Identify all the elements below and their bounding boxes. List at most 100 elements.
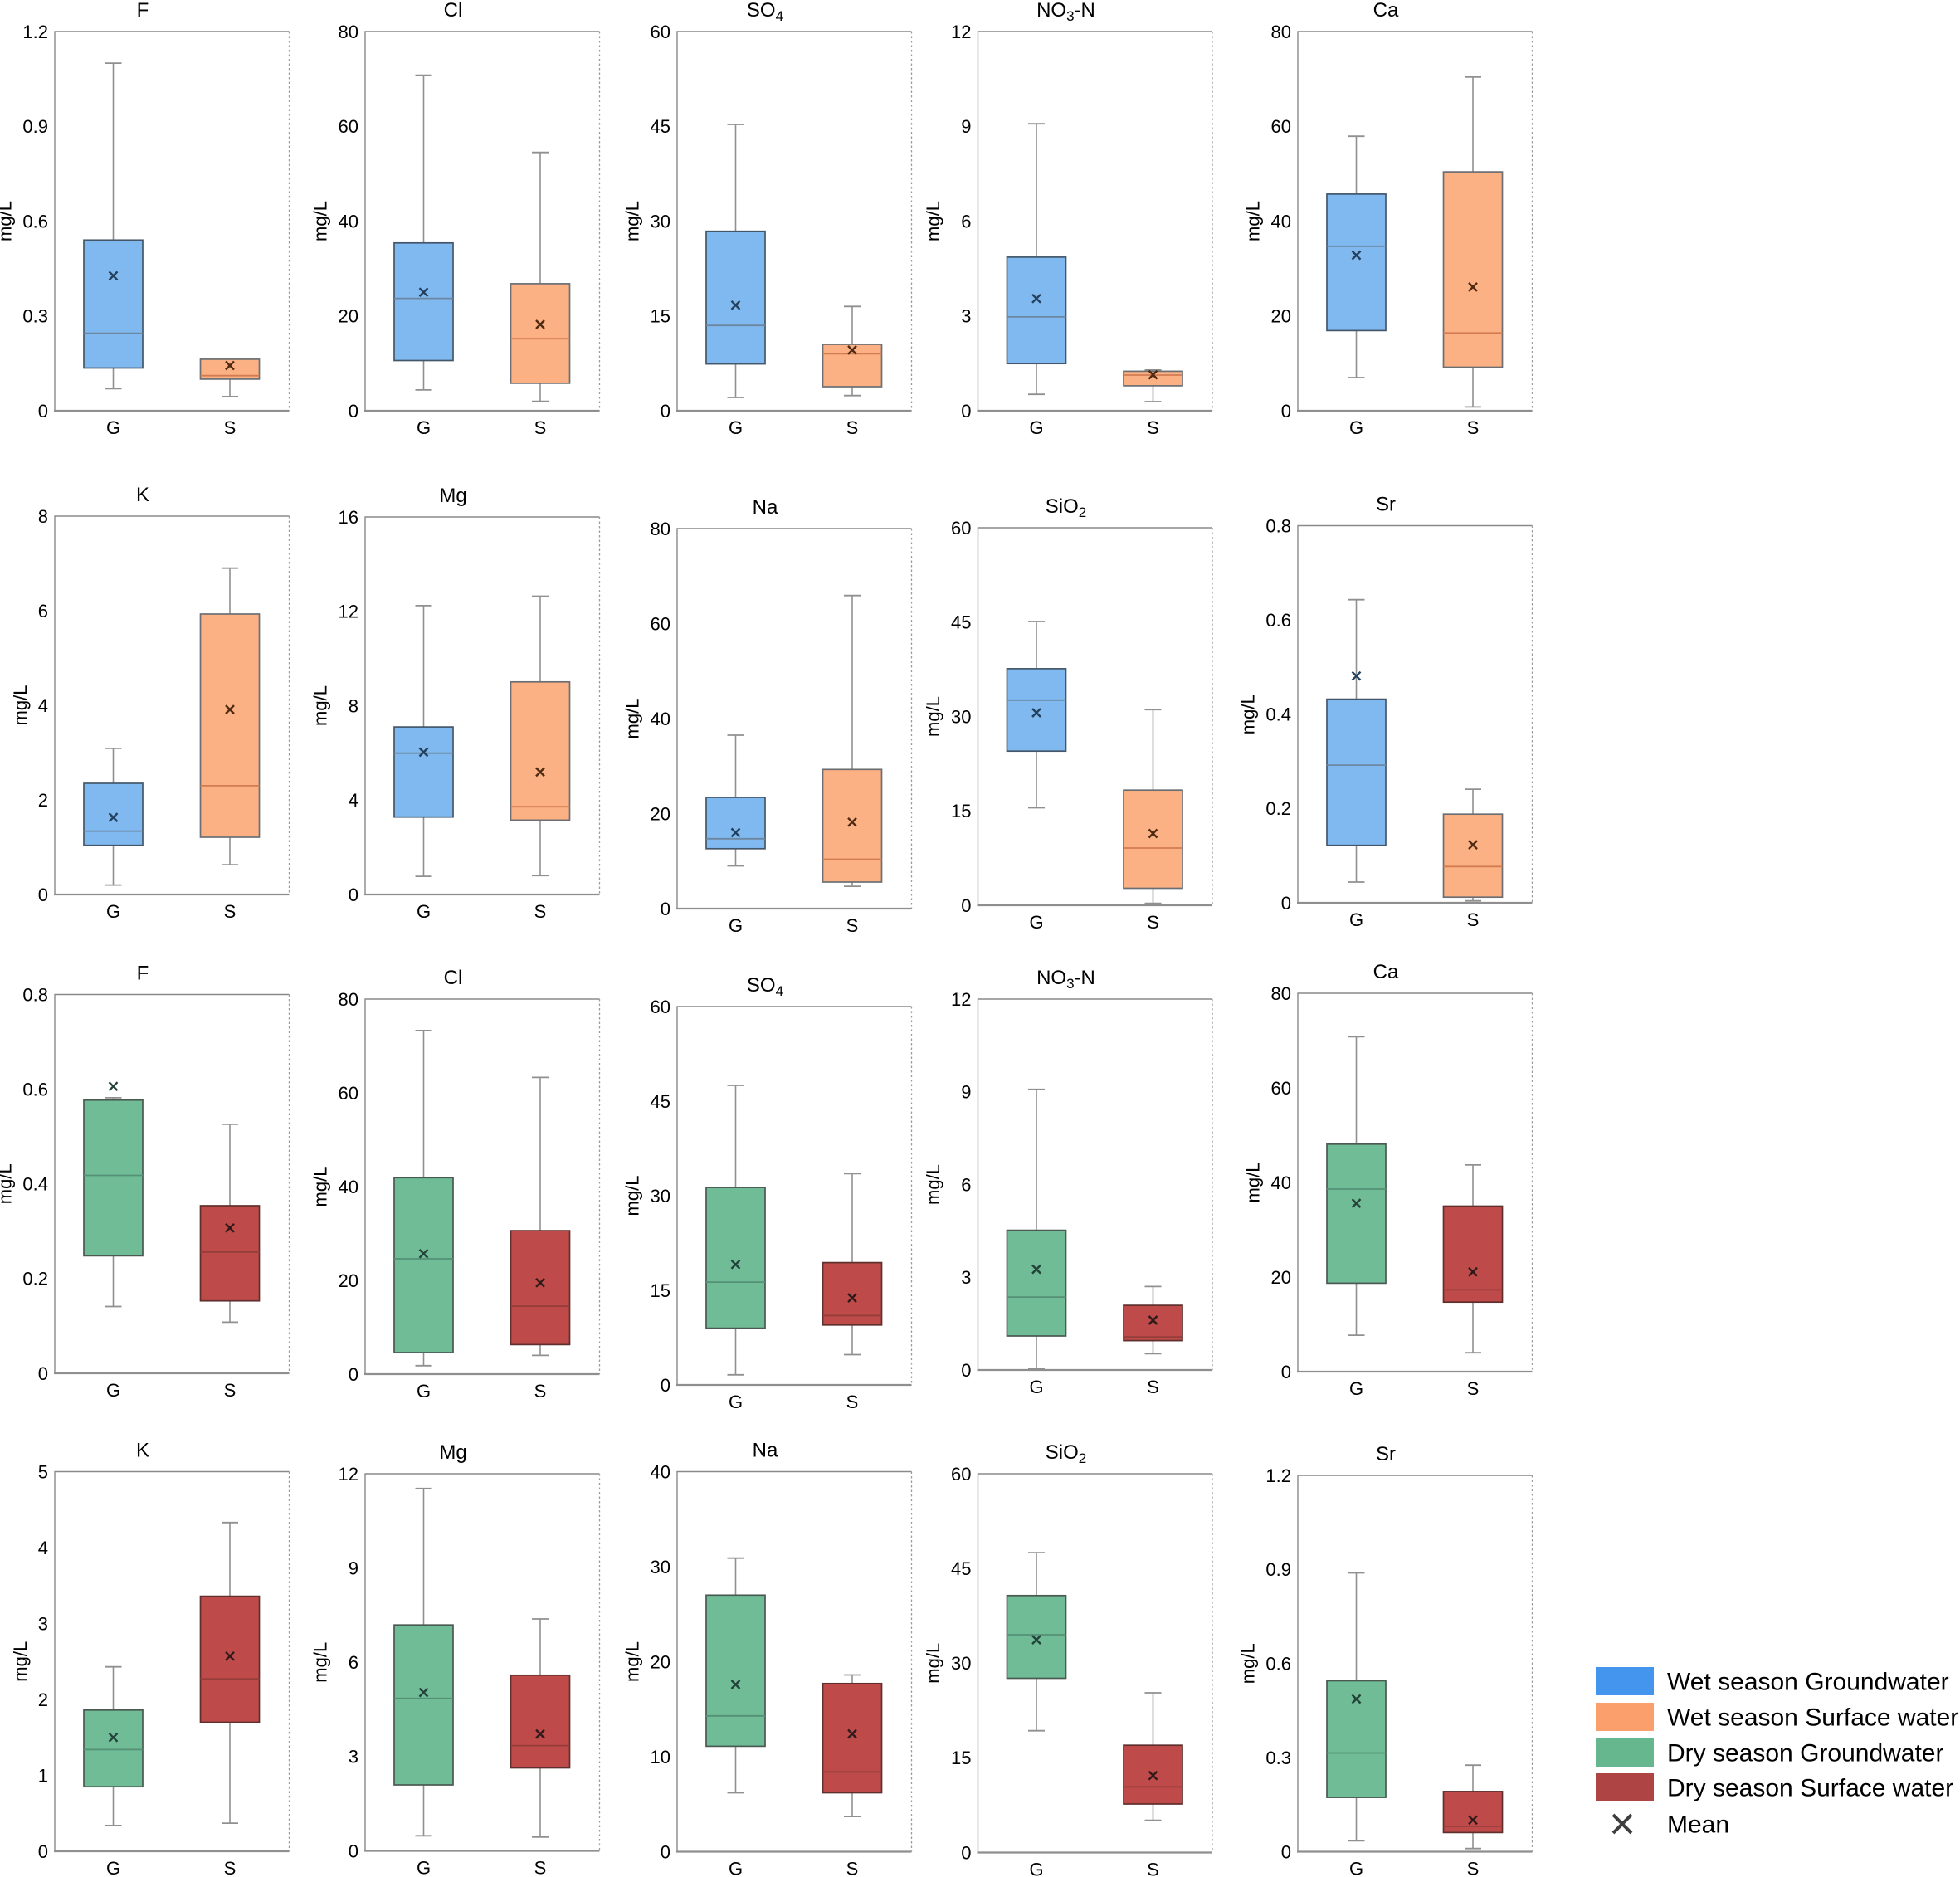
svg-text:G: G (417, 417, 431, 438)
svg-text:45: 45 (651, 116, 670, 137)
svg-text:Dry season Surface water: Dry season Surface water (1667, 1775, 1953, 1802)
svg-text:S: S (846, 915, 859, 936)
svg-text:mg/L: mg/L (1243, 1163, 1264, 1203)
svg-text:mg/L: mg/L (622, 699, 643, 739)
svg-text:60: 60 (339, 116, 358, 137)
svg-text:0: 0 (1281, 1841, 1291, 1862)
svg-text:G: G (417, 1381, 431, 1402)
svg-text:60: 60 (951, 518, 971, 539)
svg-text:Na: Na (753, 1440, 778, 1462)
svg-text:G: G (729, 417, 743, 438)
svg-text:16: 16 (339, 507, 358, 528)
svg-text:G: G (106, 901, 120, 922)
svg-text:S: S (224, 417, 236, 438)
svg-text:S: S (1467, 1859, 1480, 1877)
svg-text:9: 9 (349, 1558, 358, 1578)
svg-text:30: 30 (651, 1186, 670, 1207)
svg-text:S: S (1467, 1378, 1480, 1399)
svg-text:S: S (846, 1859, 859, 1877)
svg-text:10: 10 (651, 1747, 670, 1767)
svg-text:80: 80 (1271, 983, 1291, 1004)
svg-text:80: 80 (1271, 22, 1291, 42)
svg-text:0.6: 0.6 (22, 211, 48, 232)
svg-text:12: 12 (339, 602, 358, 622)
svg-text:0: 0 (349, 401, 358, 422)
svg-text:SiO2: SiO2 (1046, 1441, 1086, 1466)
svg-text:NO3-N: NO3-N (1036, 967, 1095, 992)
svg-text:Wet season Groundwater: Wet season Groundwater (1667, 1669, 1949, 1696)
svg-text:S: S (534, 417, 547, 438)
svg-text:12: 12 (339, 1464, 358, 1485)
svg-text:0: 0 (661, 401, 670, 422)
svg-text:30: 30 (651, 1557, 670, 1577)
svg-text:0.3: 0.3 (1265, 1748, 1291, 1768)
svg-text:15: 15 (951, 801, 971, 821)
svg-text:0.2: 0.2 (1265, 798, 1291, 819)
svg-text:60: 60 (951, 1464, 971, 1485)
svg-text:G: G (1029, 1377, 1043, 1397)
svg-text:45: 45 (951, 612, 971, 633)
svg-text:4: 4 (38, 695, 48, 716)
svg-text:0: 0 (961, 1842, 971, 1863)
svg-text:Sr: Sr (1376, 1443, 1396, 1465)
svg-text:60: 60 (651, 997, 670, 1017)
svg-text:Cl: Cl (444, 967, 463, 989)
svg-text:5: 5 (38, 1461, 48, 1482)
svg-text:mg/L: mg/L (923, 1164, 943, 1205)
svg-text:0.4: 0.4 (1265, 704, 1291, 725)
svg-text:S: S (224, 901, 236, 922)
svg-text:0: 0 (1281, 893, 1291, 914)
svg-text:G: G (106, 1380, 120, 1401)
svg-text:3: 3 (349, 1747, 358, 1767)
svg-text:mg/L: mg/L (310, 1642, 331, 1683)
svg-text:S: S (224, 1380, 236, 1401)
svg-text:0: 0 (961, 1360, 971, 1381)
svg-text:S: S (846, 417, 859, 438)
svg-text:G: G (1349, 909, 1363, 930)
svg-text:40: 40 (339, 1177, 358, 1197)
svg-text:Cl: Cl (444, 0, 463, 22)
svg-text:G: G (1349, 1378, 1363, 1399)
svg-text:Mg: Mg (439, 1441, 466, 1464)
svg-text:Wet season Surface water: Wet season Surface water (1667, 1704, 1958, 1732)
svg-text:G: G (1029, 912, 1043, 933)
svg-text:Ca: Ca (1373, 0, 1399, 22)
svg-text:Na: Na (753, 496, 778, 519)
svg-text:60: 60 (651, 22, 670, 42)
svg-text:40: 40 (1271, 211, 1291, 232)
svg-text:0.2: 0.2 (22, 1269, 48, 1290)
svg-text:1.2: 1.2 (22, 22, 48, 42)
svg-text:40: 40 (651, 1461, 670, 1482)
svg-text:3: 3 (38, 1613, 48, 1634)
svg-text:8: 8 (38, 506, 48, 527)
svg-text:mg/L: mg/L (1243, 201, 1264, 241)
svg-text:2: 2 (38, 1689, 48, 1710)
svg-text:Sr: Sr (1376, 494, 1396, 516)
svg-text:0.8: 0.8 (22, 984, 48, 1005)
svg-text:0: 0 (38, 1363, 48, 1384)
svg-text:30: 30 (951, 706, 971, 727)
svg-text:0.6: 0.6 (1265, 610, 1291, 631)
svg-text:mg/L: mg/L (923, 696, 943, 737)
svg-text:0: 0 (349, 885, 358, 905)
svg-text:4: 4 (38, 1538, 48, 1558)
svg-text:0.4: 0.4 (22, 1174, 48, 1195)
svg-text:45: 45 (651, 1091, 670, 1112)
svg-text:mg/L: mg/L (1237, 694, 1258, 734)
svg-text:S: S (534, 901, 547, 922)
svg-text:1: 1 (38, 1765, 48, 1786)
svg-text:G: G (729, 1392, 743, 1412)
svg-text:15: 15 (651, 1280, 670, 1301)
svg-text:mg/L: mg/L (1237, 1643, 1258, 1684)
svg-text:F: F (137, 963, 149, 985)
svg-text:F: F (137, 0, 149, 22)
svg-text:20: 20 (339, 306, 358, 327)
svg-text:S: S (1147, 1377, 1159, 1397)
svg-text:0.6: 0.6 (22, 1079, 48, 1099)
svg-text:20: 20 (1271, 306, 1291, 327)
svg-text:S: S (224, 1858, 236, 1877)
svg-text:0: 0 (1281, 1362, 1291, 1382)
svg-text:S: S (846, 1392, 859, 1412)
svg-text:0: 0 (349, 1364, 358, 1385)
svg-text:mg/L: mg/L (310, 1167, 331, 1207)
